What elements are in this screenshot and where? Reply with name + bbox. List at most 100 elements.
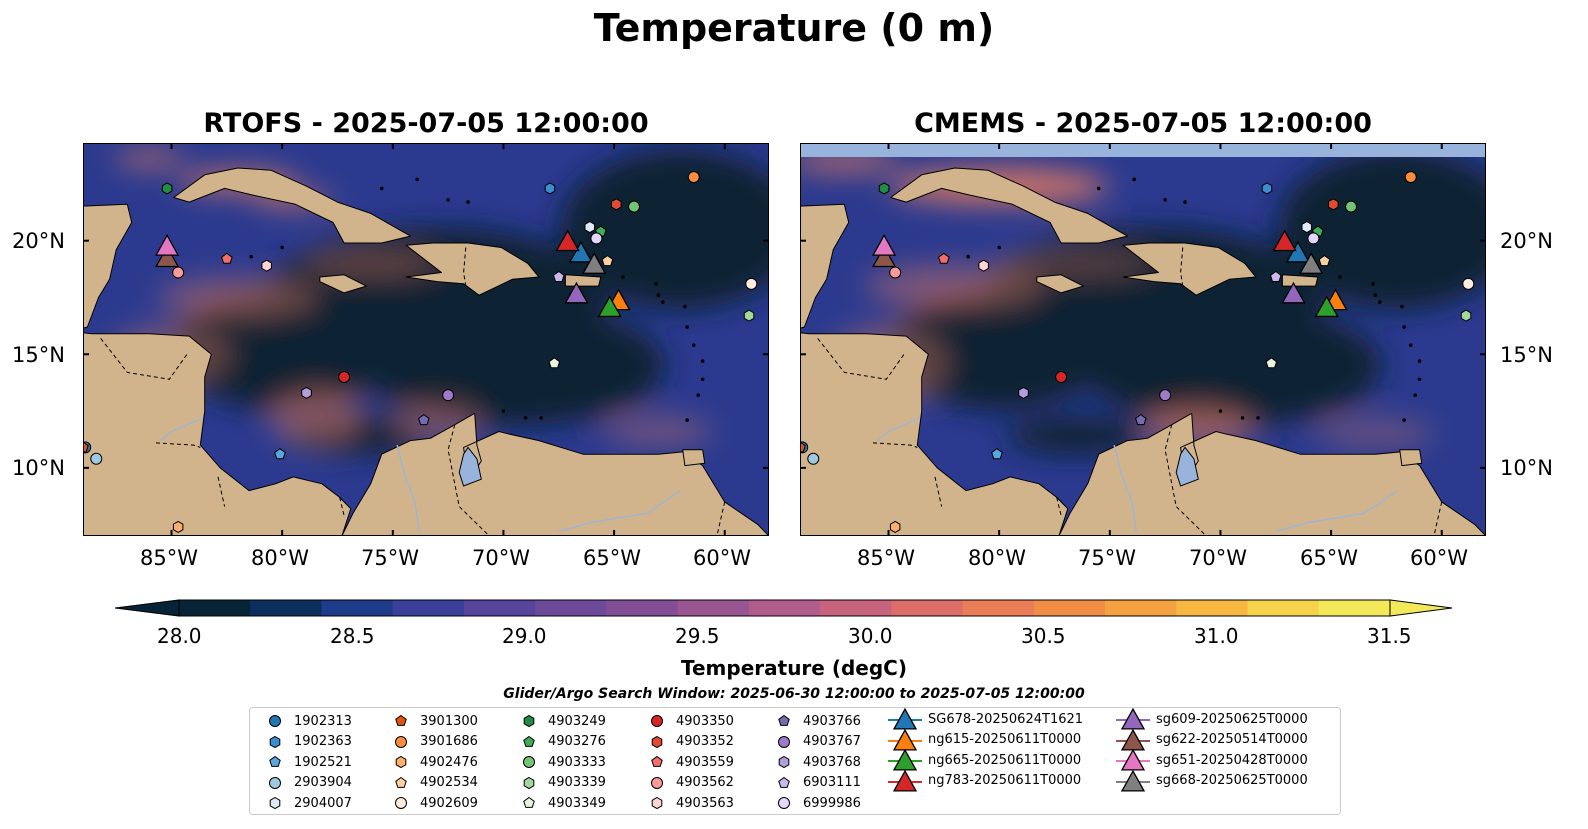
lon-tick-75-left: 75°W (361, 546, 419, 570)
small-island-16 (379, 186, 384, 191)
legend-item-4903352: 4903352 (644, 732, 734, 752)
legend-symbol-1902363 (269, 735, 281, 748)
legend-item-1902313: 1902313 (262, 711, 352, 731)
glider-ng665-20250611T0000 (1314, 295, 1339, 318)
legend-label: 4903276 (548, 734, 606, 749)
colorbar-extend-max (1389, 599, 1453, 617)
argo-float-4902476 (889, 520, 901, 533)
land-cuba (173, 167, 411, 244)
legend-label: 4902476 (420, 754, 478, 770)
argo-float-2904007 (584, 221, 595, 234)
legend-symbol-4903350 (651, 715, 663, 727)
argo-float-4902534 (601, 254, 614, 267)
legend-item-4903349: 4903349 (516, 793, 606, 813)
legend-symbol-4903339 (523, 776, 535, 789)
land-south-america (341, 412, 769, 536)
argo-float-4903563 (978, 259, 989, 272)
small-island-17 (415, 177, 419, 182)
colorbar-segment-7 (677, 600, 750, 616)
land-yucatan (83, 203, 133, 329)
argo-float-1902521 (274, 448, 286, 460)
legend-symbol-1902313 (269, 715, 281, 727)
glider-ng783-20250611T0000 (1272, 229, 1297, 252)
small-island-10 (1377, 300, 1382, 304)
legend-item-6999986: 6999986 (771, 793, 861, 813)
legend-symbol-2903904 (269, 776, 281, 789)
colorbar-label: Temperature (degC) (681, 656, 907, 680)
legend-item-3901686: 3901686 (388, 732, 478, 752)
map-ticks (83, 143, 769, 536)
small-island-19 (1183, 200, 1187, 204)
legend-label: 2904007 (294, 795, 352, 811)
country-border-0 (817, 338, 905, 380)
lat-tick-15-right: 15°N (1500, 343, 1553, 367)
legend-label: sg668-20250625T0000 (1156, 773, 1308, 788)
legend-marker-circle (395, 797, 407, 809)
land-jamaica (319, 274, 367, 294)
legend-item-4903559: 4903559 (644, 752, 734, 772)
land-puerto-rico (564, 274, 602, 287)
legend-label: 4903352 (676, 734, 734, 749)
glider-SG678-20250624T1621 (568, 240, 594, 263)
small-island-18 (446, 197, 450, 202)
legend-label: 1902363 (294, 734, 352, 749)
glider-sg668-20250625T0000 (582, 252, 607, 274)
land-jamaica (1036, 274, 1084, 294)
river-0 (396, 444, 421, 532)
argo-float-1902521 (991, 448, 1003, 460)
small-island-9 (656, 293, 661, 298)
argo-float-4903767 (442, 389, 455, 402)
legend-label: 4903768 (803, 754, 861, 770)
colorbar-tick-28-0: 28.0 (157, 624, 202, 648)
cool-water-3 (560, 149, 769, 310)
colorbar-segment-0 (179, 600, 251, 616)
legend-symbol-4903562 (651, 776, 663, 789)
argo-float-4903249 (878, 182, 890, 195)
argo-float-4903333 (628, 200, 641, 213)
legend-label: 4903562 (676, 775, 734, 790)
small-island-8 (1371, 282, 1375, 286)
legend-label: 3901300 (420, 713, 478, 729)
colorbar-tick-30-5: 30.5 (1021, 624, 1066, 648)
argo-float-4903350 (338, 370, 351, 383)
legend-marker-pentagon (651, 755, 663, 767)
legend-item-sg622-20250514T0000: sg622-20250514T0000 (1116, 728, 1308, 751)
legend-item-6903111: 6903111 (771, 773, 861, 793)
legend-label: 4902534 (420, 775, 478, 790)
land-trinidad (1399, 449, 1423, 467)
legend-marker-triangle (1116, 769, 1150, 792)
colorbar-outline (178, 599, 1391, 617)
cool-water-2 (889, 289, 1110, 410)
colorbar-extend-min (115, 599, 180, 617)
legend-marker-pentagon (523, 735, 535, 747)
colorbar-segment-12 (1033, 600, 1106, 616)
country-border-3 (1056, 497, 1062, 516)
glider-ng665-20250611T0000 (597, 295, 622, 318)
legend-label: ng615-20250611T0000 (928, 732, 1082, 747)
legend-marker-triangle (888, 728, 922, 751)
lat-tick-10-left: 10°N (12, 456, 65, 480)
river-2 (877, 417, 920, 442)
lake-maracaibo (1175, 446, 1199, 487)
colorbar-tick-29-0: 29.0 (502, 624, 547, 648)
small-island-0 (1400, 304, 1404, 309)
small-island-7 (1338, 275, 1342, 279)
argo-float-4903767 (1159, 389, 1172, 402)
legend-symbol-4903333 (523, 756, 535, 768)
legend-symbol-4903276 (523, 735, 535, 747)
country-border-3 (339, 497, 345, 516)
small-island-4 (700, 377, 705, 382)
legend-symbol-4903768 (778, 755, 790, 769)
legend-item-4903563: 4903563 (644, 793, 734, 813)
country-border-2 (934, 476, 943, 507)
legend-label: 4903350 (676, 713, 734, 729)
legend-symbol-sg668-20250625T0000 (1120, 769, 1146, 792)
legend-marker-hexagon (778, 755, 790, 769)
legend-item-4903767: 4903767 (771, 732, 861, 752)
map-frame (83, 143, 769, 536)
lake-maracaibo (458, 446, 482, 487)
legend-label: SG678-20250624T1621 (928, 711, 1084, 727)
argo-float-4903352 (611, 198, 622, 211)
argo-float-4903349 (548, 357, 561, 369)
search-window-title: Glider/Argo Search Window: 2025-06-30 12… (503, 686, 1085, 702)
